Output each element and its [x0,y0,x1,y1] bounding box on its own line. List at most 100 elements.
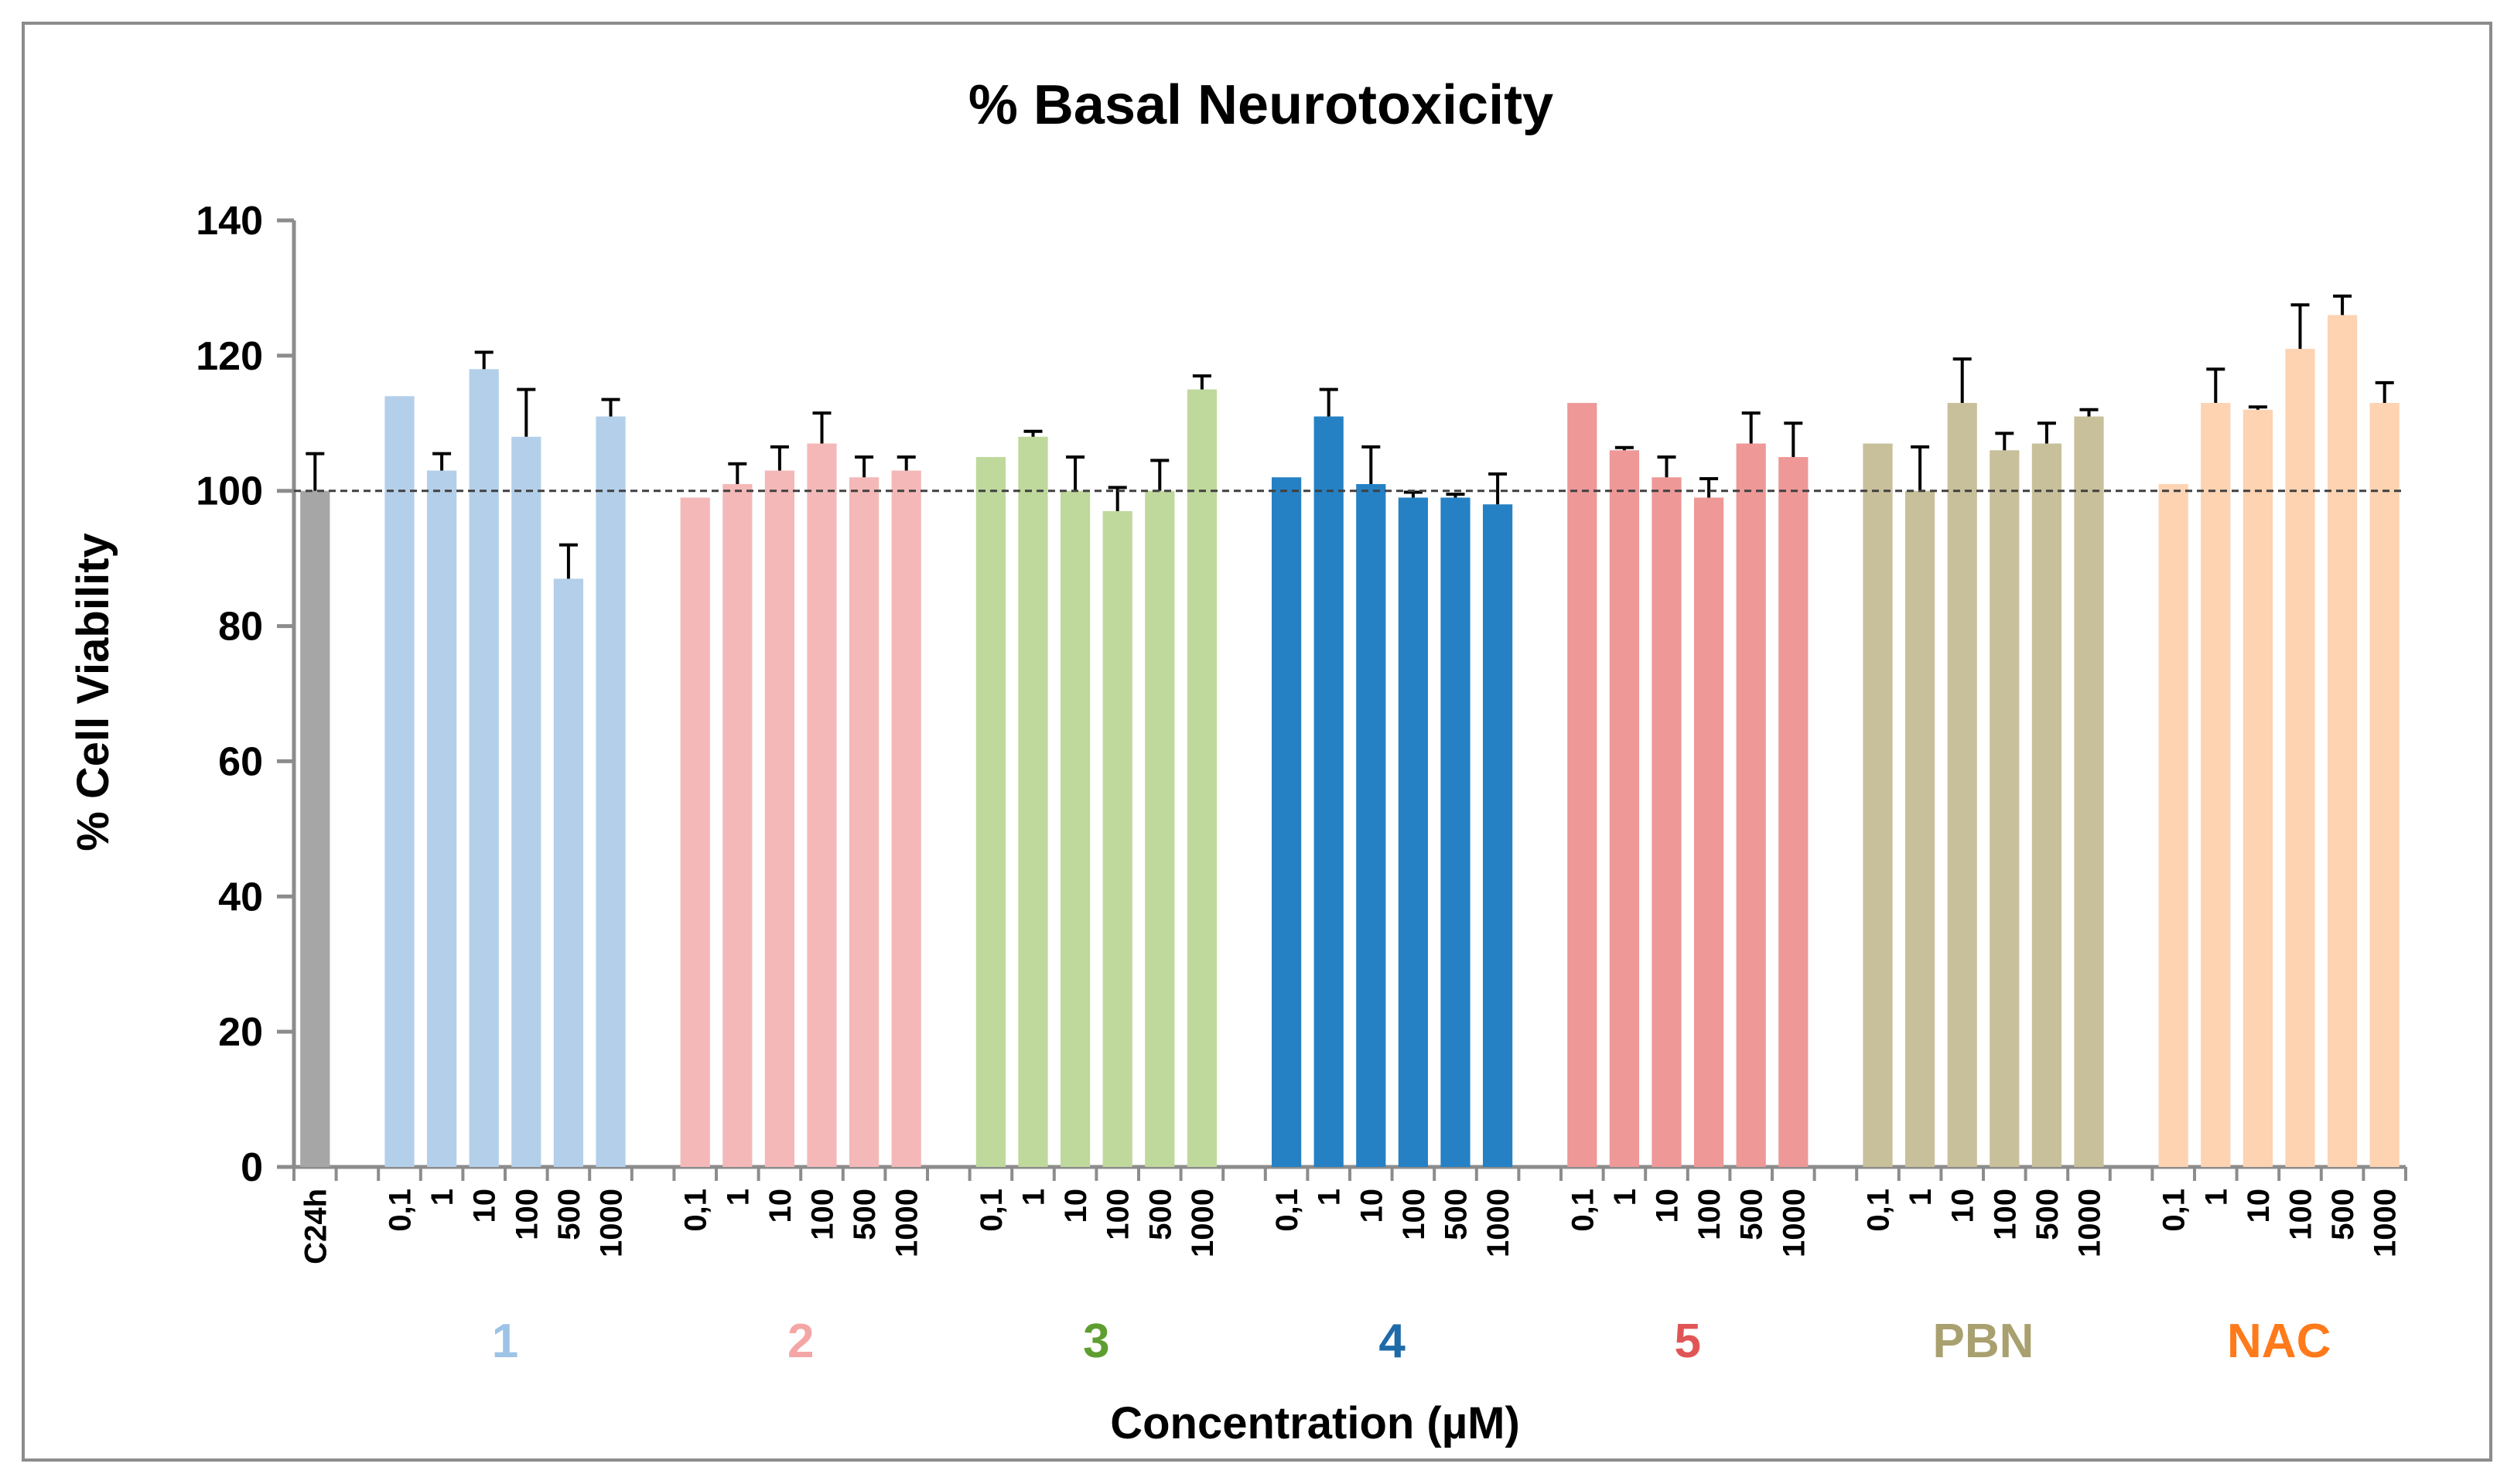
group-label: 3 [1083,1315,1109,1368]
x-tick-label: 1 [425,1189,459,1206]
bar [891,470,921,1167]
x-tick-label: 500 [1143,1189,1177,1240]
group-label: PBN [1933,1315,2034,1368]
x-tick-label: 10 [1059,1189,1093,1223]
bar [680,497,710,1167]
bar [1736,443,1766,1167]
x-tick-label: 100 [1693,1189,1727,1240]
x-tick-label: 10 [2242,1189,2276,1223]
x-tick-label: 1 [2199,1189,2233,1206]
bar [2285,349,2315,1168]
x-tick-label: 500 [2031,1189,2065,1240]
group-label: 4 [1378,1315,1406,1368]
x-tick-label: 1 [1608,1189,1642,1206]
bar [553,578,584,1167]
x-tick-label: 0,1 [2157,1189,2191,1232]
x-tick-label: 0,1 [1566,1189,1600,1232]
bar [1145,490,1175,1167]
y-tick-label: 120 [196,334,263,379]
bar [1271,477,1302,1167]
bar [1102,510,1132,1167]
x-tick-label: 100 [1102,1189,1136,1240]
bar [807,443,837,1167]
bar [849,477,880,1167]
x-tick-label: 100 [806,1189,840,1240]
bar [1398,497,1429,1167]
x-tick-label: 1 [1313,1189,1347,1206]
x-tick-label: 100 [510,1189,544,1240]
x-tick-label: 1 [1904,1189,1938,1206]
bar [1947,403,1977,1167]
chart-title: % Basal Neurotoxicity [968,74,1553,136]
y-tick-label: 20 [218,1010,263,1055]
bar [1060,490,1091,1167]
x-tick-label: 500 [848,1189,882,1240]
bar [1652,477,1682,1167]
group-label: 2 [787,1315,814,1368]
bar [1440,497,1470,1167]
bar [1904,490,1935,1167]
x-tick-label: 0,1 [1862,1189,1896,1232]
bar [1018,436,1048,1167]
x-tick-label: 10 [1946,1189,1980,1223]
bar [1482,504,1513,1167]
x-tick-label: 10 [763,1189,798,1223]
bar [2158,483,2188,1167]
x-tick-label: 1000 [595,1189,629,1257]
bar [2369,403,2400,1167]
x-tick-label: 0,1 [384,1189,418,1232]
y-tick-label: 140 [196,199,263,244]
y-tick-label: 0 [241,1145,263,1190]
bar [2074,416,2104,1167]
x-tick-label: 10 [468,1189,502,1223]
x-tick-label: 1000 [1777,1189,1811,1257]
x-tick-label: 0,1 [1270,1189,1304,1232]
y-tick-label: 60 [218,739,263,784]
x-tick-label: 500 [2326,1189,2360,1240]
bar [1863,443,1893,1167]
y-axis-label: % Cell Viability [68,533,118,851]
y-tick-label: 80 [218,605,263,650]
x-tick-label: 10 [1354,1189,1389,1223]
x-tick-label: 1000 [1481,1189,1515,1257]
bar [511,436,541,1167]
bar [384,396,415,1167]
x-tick-label: C24h [299,1189,333,1264]
x-tick-label: 1000 [2073,1189,2107,1257]
bar [2242,409,2273,1167]
bar [722,483,753,1167]
bar [1693,497,1724,1167]
bar [975,457,1006,1167]
bar [596,416,626,1167]
x-tick-label: 0,1 [679,1189,713,1232]
x-tick-label: 100 [1397,1189,1431,1240]
x-tick-label: 500 [1440,1189,1474,1240]
x-tick-label: 500 [552,1189,586,1240]
bar [1778,457,1809,1167]
bar [2031,443,2062,1167]
bar [1567,403,1597,1167]
x-tick-label: 500 [1735,1189,1769,1240]
bar [426,470,457,1167]
bar [1990,450,2020,1167]
y-tick-label: 40 [218,875,263,919]
x-tick-label: 10 [1651,1189,1685,1223]
bar [469,369,499,1167]
x-tick-label: 1000 [1186,1189,1220,1257]
group-label: NAC [2227,1315,2331,1368]
x-tick-label: 1000 [2369,1189,2403,1257]
x-tick-label: 0,1 [975,1189,1009,1232]
bar [1609,450,1640,1167]
x-tick-label: 100 [2284,1189,2318,1240]
group-label: 1 [492,1315,518,1368]
bar [2201,403,2231,1167]
x-axis-label: Concentration (µM) [1110,1398,1520,1448]
x-tick-label: 1 [1017,1189,1051,1206]
x-tick-label: 1 [721,1189,755,1206]
group-label: 5 [1675,1315,1701,1368]
bar [1356,483,1386,1167]
x-tick-label: 100 [1988,1189,2022,1240]
y-tick-label: 100 [196,469,263,514]
